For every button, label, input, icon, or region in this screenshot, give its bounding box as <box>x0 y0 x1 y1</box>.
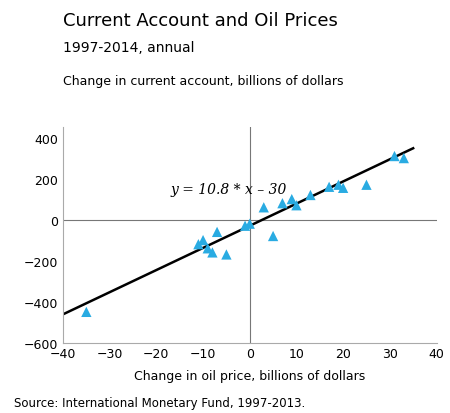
Point <box>293 202 300 209</box>
Point <box>307 192 314 199</box>
Point <box>83 309 90 316</box>
Point <box>363 182 370 189</box>
Point <box>246 221 253 228</box>
Point <box>400 155 407 162</box>
Text: Current Account and Oil Prices: Current Account and Oil Prices <box>63 12 338 30</box>
Text: 1997-2014, annual: 1997-2014, annual <box>63 41 194 55</box>
Point <box>204 245 212 252</box>
Point <box>223 252 230 258</box>
Point <box>199 237 207 244</box>
Point <box>335 182 342 189</box>
Text: Source: International Monetary Fund, 1997-2013.: Source: International Monetary Fund, 199… <box>14 396 305 409</box>
Point <box>279 200 286 207</box>
Point <box>270 233 277 240</box>
Point <box>195 241 202 248</box>
Point <box>213 229 220 236</box>
Point <box>209 249 216 256</box>
Point <box>391 153 398 160</box>
Text: y = 10.8 * x – 30: y = 10.8 * x – 30 <box>171 183 287 197</box>
X-axis label: Change in oil price, billions of dollars: Change in oil price, billions of dollars <box>134 369 365 382</box>
Point <box>325 184 333 191</box>
Point <box>339 185 346 192</box>
Point <box>242 223 249 230</box>
Point <box>288 196 295 203</box>
Text: Change in current account, billions of dollars: Change in current account, billions of d… <box>63 74 343 87</box>
Point <box>260 204 267 211</box>
